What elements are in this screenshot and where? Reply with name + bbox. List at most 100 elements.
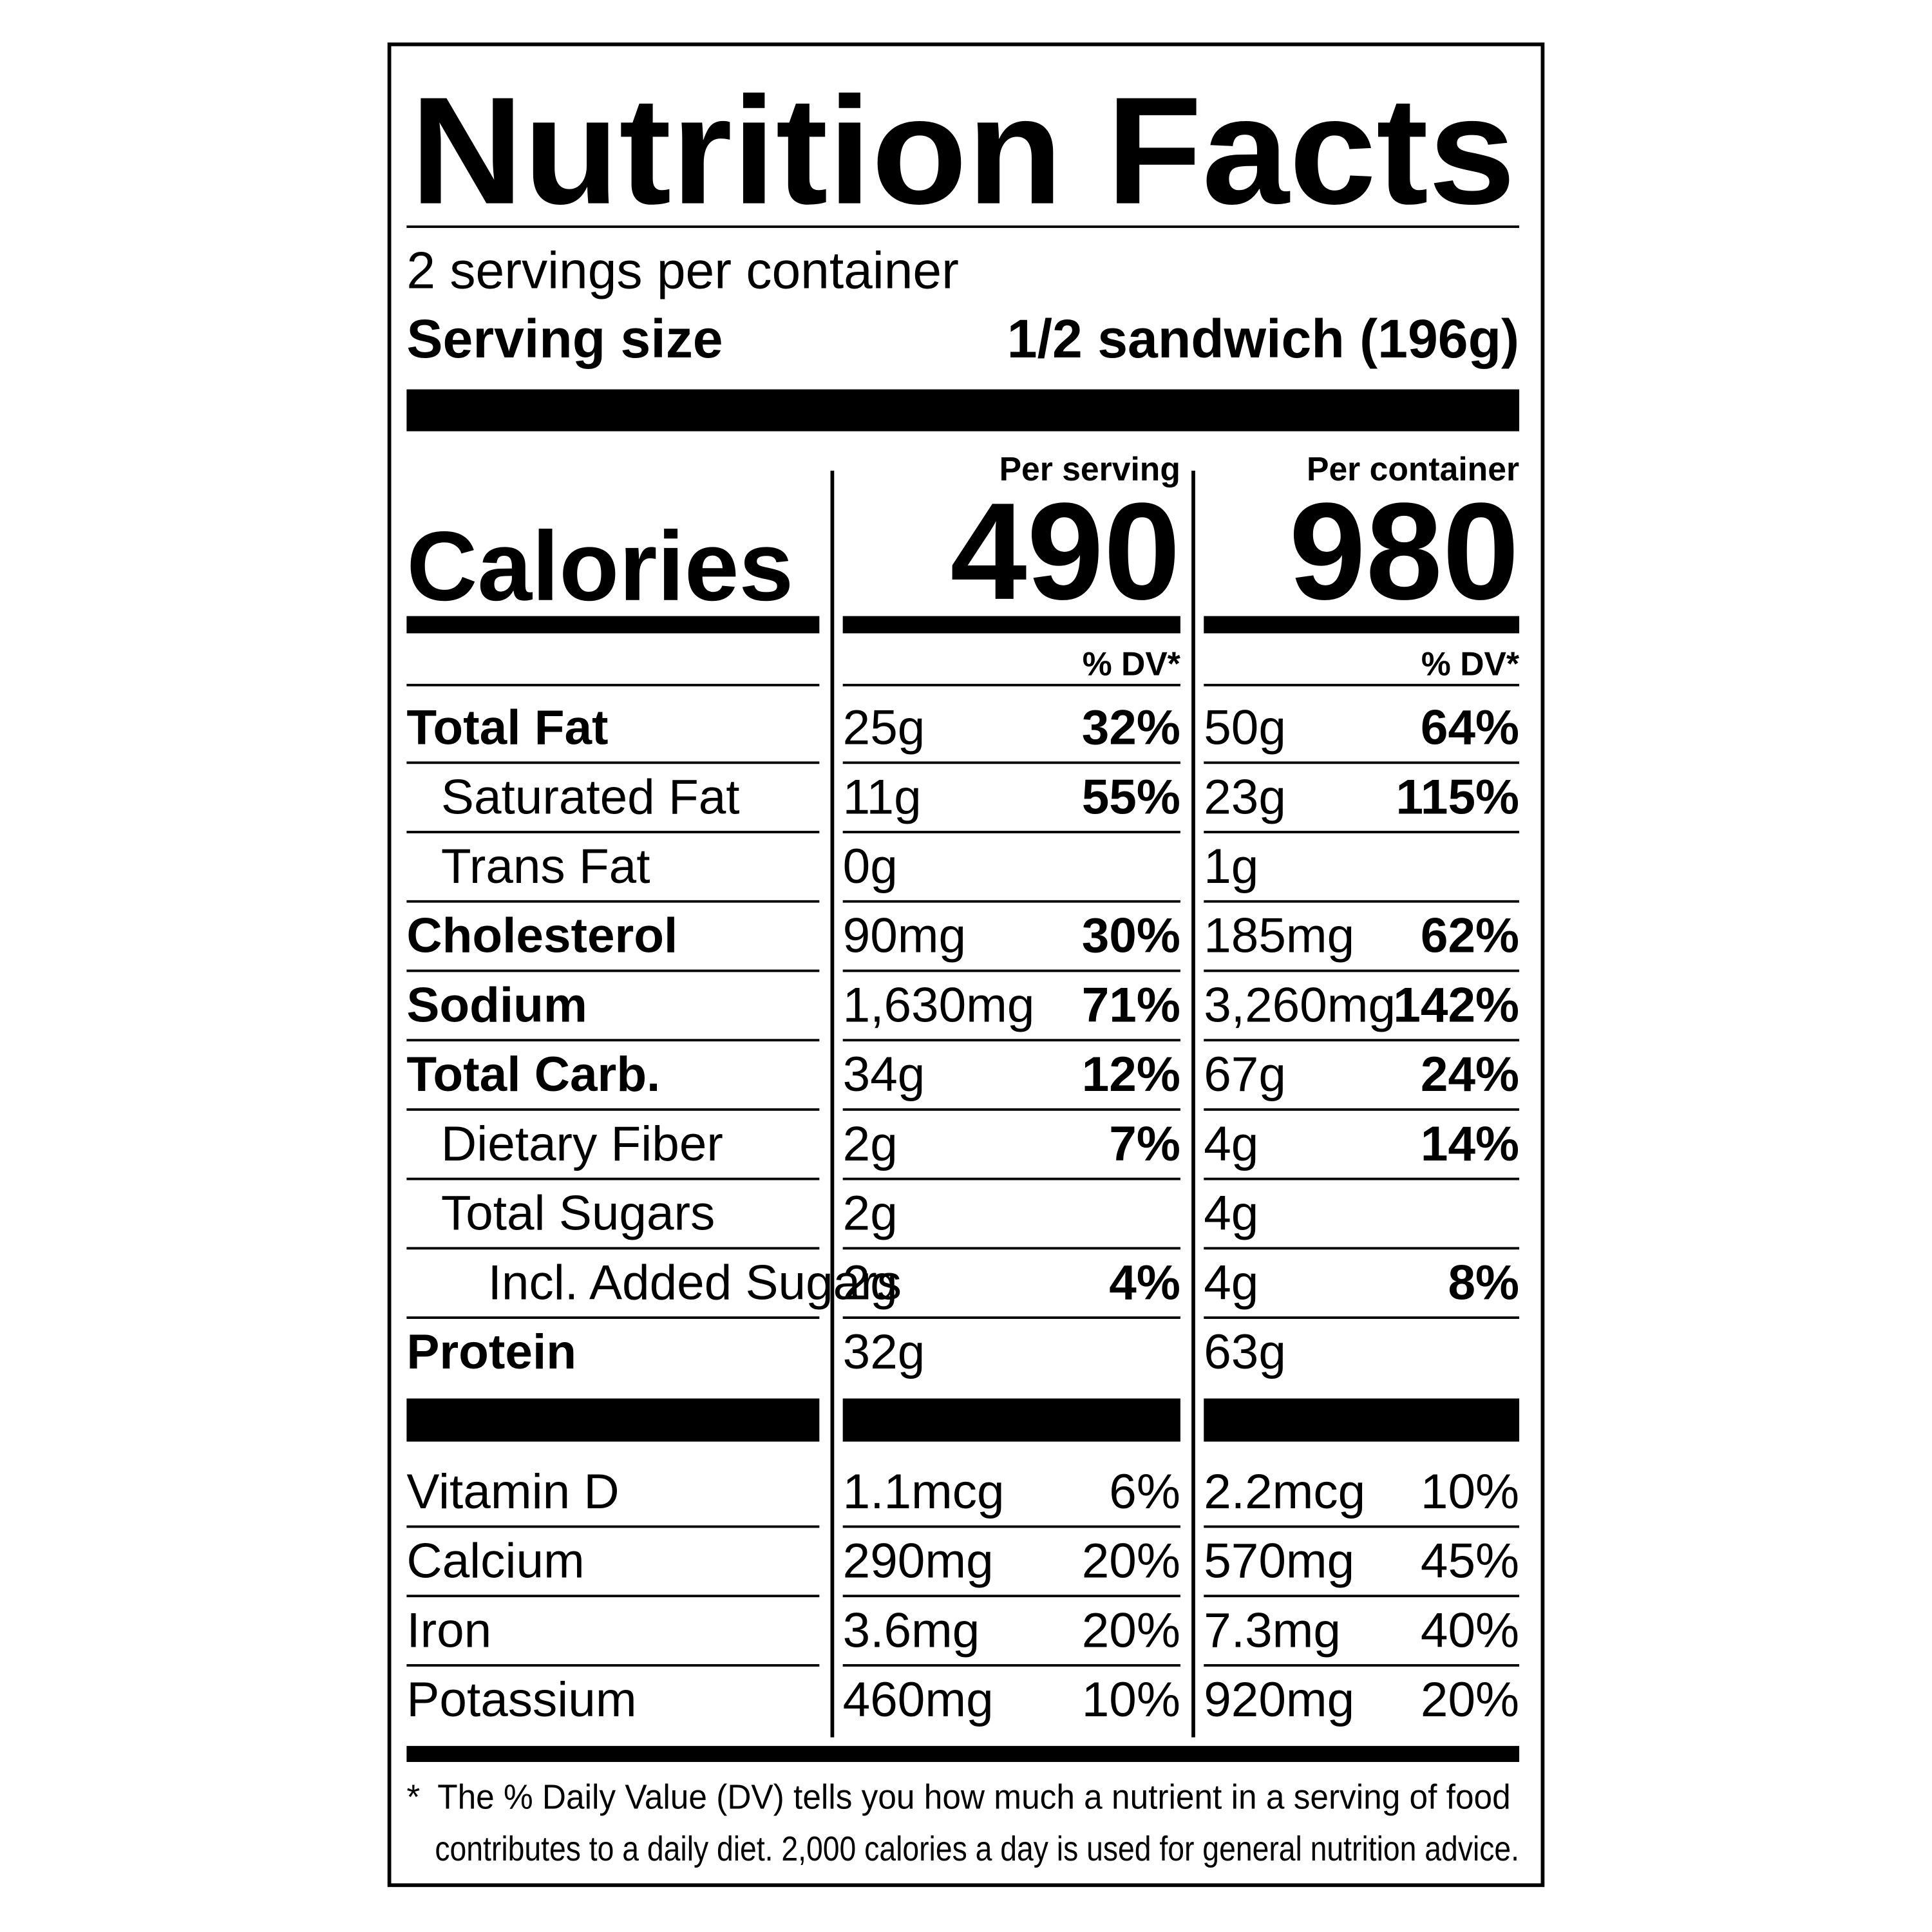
column-header: Per serving xyxy=(999,450,1180,488)
daily-value: 20% xyxy=(1421,1672,1519,1727)
row-rule xyxy=(406,1247,820,1250)
row-rule xyxy=(842,969,1180,972)
row-rule xyxy=(842,1039,1180,1042)
nutrient-name: Total Sugars xyxy=(441,1186,715,1241)
amount: 2g xyxy=(843,1117,898,1171)
row-rule xyxy=(842,1525,1180,1528)
row-rule xyxy=(406,1108,820,1111)
amount: 1g xyxy=(1204,839,1258,894)
nutrient-name: Iron xyxy=(406,1603,491,1658)
amount: 4g xyxy=(1204,1117,1258,1171)
row-rule xyxy=(842,1177,1180,1180)
dv-header: % DV* xyxy=(1083,645,1181,682)
amount: 50g xyxy=(1204,701,1286,755)
amount: 570mg xyxy=(1204,1534,1354,1589)
nutrient-name: Calcium xyxy=(406,1534,584,1589)
amount: 23g xyxy=(1204,770,1286,824)
row-rule xyxy=(1204,900,1520,903)
nutrient-name: Potassium xyxy=(406,1672,636,1727)
nutrient-name: Sodium xyxy=(406,978,587,1032)
serving-size-label: Serving size xyxy=(406,308,723,369)
nutrient-rows: Total Fat 25g 50g 32% 64% Saturated Fat 11g 23g… xyxy=(406,683,1520,1727)
row-rule xyxy=(406,1595,820,1598)
daily-value: 7% xyxy=(1109,1117,1180,1171)
label-border xyxy=(387,43,1545,1888)
row-rule xyxy=(842,831,1180,833)
nutrient-name: Trans Fat xyxy=(441,839,650,894)
daily-value: 64% xyxy=(1421,701,1519,755)
thick-bar xyxy=(1204,1398,1520,1442)
row-rule xyxy=(1204,1316,1520,1319)
row-rule xyxy=(406,1664,820,1667)
daily-value: 30% xyxy=(1082,909,1180,963)
amount: 2g xyxy=(843,1255,898,1310)
row-rule xyxy=(842,900,1180,903)
amount: 460mg xyxy=(843,1672,994,1727)
row-rule xyxy=(406,969,820,972)
row-rule xyxy=(842,761,1180,764)
dv-header: % DV* xyxy=(1421,645,1520,682)
footnote-mark: * xyxy=(406,1779,420,1817)
daily-value: 14% xyxy=(1421,1117,1519,1171)
thick-bar xyxy=(406,1398,820,1442)
amount: 1,630mg xyxy=(843,978,1035,1032)
row-rule xyxy=(842,1664,1180,1667)
amount: 67g xyxy=(1204,1047,1286,1102)
calories-value: 980 xyxy=(1289,475,1519,629)
daily-value: 115% xyxy=(1396,770,1519,824)
row-rule xyxy=(406,683,820,687)
row-rule xyxy=(1204,1525,1520,1528)
title: Nutrition Facts xyxy=(410,66,1515,236)
amount: 185mg xyxy=(1204,909,1354,963)
amount: 1.1mcg xyxy=(843,1464,1005,1519)
medium-bar xyxy=(406,1746,1520,1762)
medium-bar xyxy=(1204,616,1520,634)
amount: 11g xyxy=(843,770,922,824)
row-rule xyxy=(1204,1177,1520,1180)
amount: 3.6mg xyxy=(843,1603,980,1658)
daily-value: 4% xyxy=(1109,1255,1180,1310)
row-rule xyxy=(842,1108,1180,1111)
daily-value: 142% xyxy=(1393,978,1519,1032)
daily-value: 71% xyxy=(1082,978,1180,1032)
medium-bar xyxy=(842,616,1180,634)
daily-value: 62% xyxy=(1421,909,1519,963)
row-rule xyxy=(1204,1595,1520,1598)
daily-value: 24% xyxy=(1421,1047,1519,1102)
nutrient-name: Incl. Added Sugars xyxy=(488,1255,902,1310)
daily-value: 55% xyxy=(1082,770,1180,824)
row-rule xyxy=(1204,1108,1520,1111)
amount: 63g xyxy=(1204,1325,1286,1379)
nutrient-name: Cholesterol xyxy=(406,909,677,963)
row-rule xyxy=(842,683,1180,687)
row-rule xyxy=(406,1177,820,1180)
amount: 4g xyxy=(1204,1186,1258,1241)
row-rule xyxy=(406,900,820,903)
row-rule xyxy=(1204,831,1520,833)
medium-bar xyxy=(406,616,820,634)
row-rule xyxy=(406,761,820,764)
thick-bar xyxy=(406,389,1520,431)
nutrient-name: Dietary Fiber xyxy=(441,1117,723,1171)
calories-label: Calories xyxy=(406,511,793,621)
nutrient-name: Protein xyxy=(406,1325,576,1379)
nutrient-name: Saturated Fat xyxy=(441,770,740,824)
amount: 25g xyxy=(843,701,925,755)
amount: 3,260mg xyxy=(1204,978,1396,1032)
row-rule xyxy=(1204,1247,1520,1250)
footnote-line: contributes to a daily diet. 2,000 calor… xyxy=(435,1830,1519,1868)
amount: 2g xyxy=(843,1186,898,1241)
row-rule xyxy=(1204,761,1520,764)
row-rule xyxy=(406,1525,820,1528)
serving-size-value: 1/2 sandwich (196g) xyxy=(1007,308,1519,369)
daily-value: 6% xyxy=(1109,1464,1180,1519)
thick-bar xyxy=(842,1398,1180,1442)
row-rule xyxy=(842,1316,1180,1319)
amount: 4g xyxy=(1204,1255,1258,1310)
amount: 90mg xyxy=(843,909,966,963)
daily-value: 12% xyxy=(1082,1047,1180,1102)
amount: 32g xyxy=(843,1325,925,1379)
footnote-line: The % Daily Value (DV) tells you how muc… xyxy=(437,1779,1510,1817)
